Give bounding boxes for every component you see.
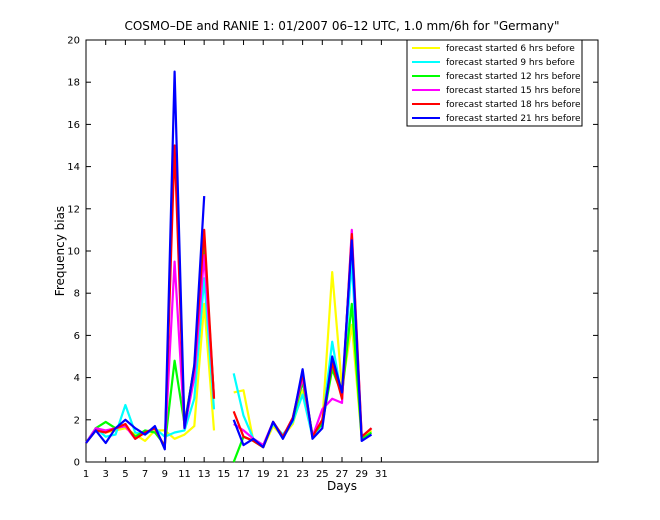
series-line-segment	[232, 239, 373, 449]
y-tick-label: 18	[67, 78, 80, 89]
x-tick-label: 9	[162, 469, 168, 480]
legend-entry-label: forecast started 18 hrs before	[446, 100, 581, 110]
x-tick-label: 19	[257, 469, 270, 480]
y-tick-label: 12	[67, 204, 80, 215]
y-tick-label: 6	[74, 331, 80, 342]
legend-entry-label: forecast started 21 hrs before	[446, 114, 581, 124]
y-tick-label: 14	[67, 162, 80, 173]
y-tick-label: 4	[74, 373, 80, 384]
x-tick-label: 5	[122, 469, 128, 480]
y-tick-label: 8	[74, 289, 80, 300]
x-tick-label: 11	[178, 469, 191, 480]
series-line	[85, 70, 373, 451]
x-tick-label: 1	[83, 469, 89, 480]
x-tick-label: 25	[316, 469, 329, 480]
y-axis-label: Frequency bias	[53, 206, 67, 296]
chart-title: COSMO–DE and RANIE 1: 01/2007 06–12 UTC,…	[124, 19, 559, 33]
y-tick-label: 2	[74, 415, 80, 426]
legend-entry-label: forecast started 6 hrs before	[446, 44, 575, 54]
x-tick-label: 27	[336, 469, 349, 480]
x-tick-label: 23	[296, 469, 309, 480]
x-axis-ticks: 1 3 5 7 9 11 13 15 17 19 21 23 25 27 29 31	[83, 40, 388, 480]
legend-entry-label: forecast started 12 hrs before	[446, 72, 581, 82]
y-tick-label: 10	[67, 247, 80, 258]
x-tick-label: 3	[103, 469, 109, 480]
x-tick-label: 7	[142, 469, 148, 480]
y-tick-label: 0	[74, 458, 80, 469]
x-axis-label: Days	[327, 479, 357, 493]
series-line-segment	[85, 70, 206, 451]
x-tick-label: 31	[375, 469, 388, 480]
y-axis-ticks: 0 2 4 6 8 10 12 14 16 18 20	[67, 36, 598, 469]
x-tick-label: 15	[217, 469, 230, 480]
x-tick-label: 21	[277, 469, 290, 480]
y-tick-label: 16	[67, 120, 80, 131]
series-lines	[85, 70, 373, 463]
legend-entry-label: forecast started 9 hrs before	[446, 58, 575, 68]
legend: forecast started 6 hrs before forecast st…	[406, 39, 583, 127]
x-tick-label: 13	[198, 469, 211, 480]
legend-box	[406, 39, 583, 127]
x-tick-label: 29	[355, 469, 368, 480]
legend-entry-label: forecast started 15 hrs before	[446, 86, 581, 96]
x-tick-label: 17	[237, 469, 250, 480]
y-tick-label: 20	[67, 36, 80, 47]
